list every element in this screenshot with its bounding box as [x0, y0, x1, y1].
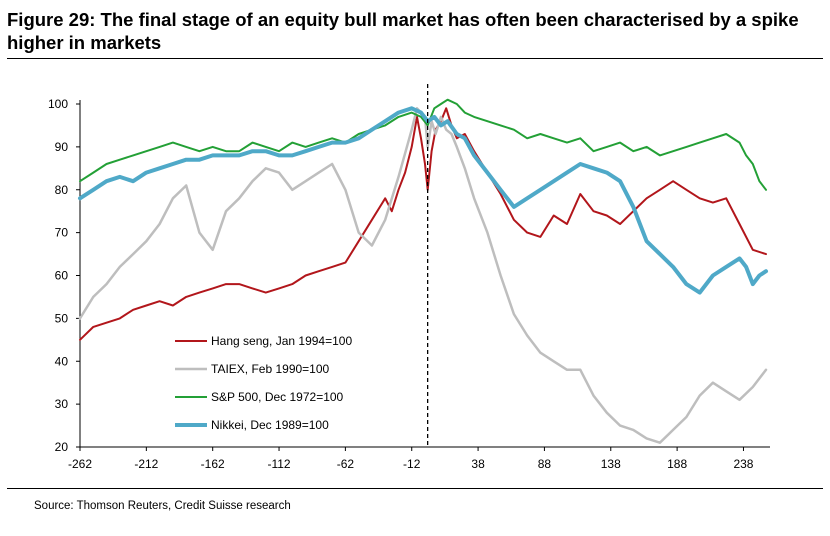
x-tick-label: -62: [337, 457, 355, 471]
title-divider: [7, 58, 823, 59]
series-line-3: [78, 106, 768, 295]
series-layer: [78, 98, 768, 444]
x-tick-label: 238: [733, 457, 753, 471]
legend: Hang seng, Jan 1994=100 TAIEX, Feb 1990=1…: [175, 334, 352, 432]
figure-title: Figure 29: The final stage of an equity …: [7, 9, 799, 53]
x-axis: -262 -212 -162 -112 -62 -12 38 88 138 188 238: [68, 446, 770, 471]
legend-label-3: Nikkei, Dec 1989=100: [211, 418, 329, 432]
y-tick-label: 90: [55, 140, 69, 154]
x-tick-label: 88: [538, 457, 552, 471]
series-line-1: [78, 107, 768, 444]
y-tick-label: 60: [55, 269, 69, 283]
y-tick-label: 30: [55, 397, 69, 411]
series-line-0: [79, 107, 767, 341]
legend-label-0: Hang seng, Jan 1994=100: [211, 334, 352, 348]
legend-label-2: S&P 500, Dec 1972=100: [211, 390, 344, 404]
y-tick-label: 100: [48, 97, 68, 111]
x-tick-label: 138: [601, 457, 621, 471]
source-note: Source: Thomson Reuters, Credit Suisse r…: [34, 500, 291, 512]
y-tick-label: 50: [55, 311, 69, 325]
y-tick-label: 20: [55, 440, 69, 454]
x-tick-label: -212: [134, 457, 158, 471]
y-tick-label: 40: [55, 354, 69, 368]
y-tick-label: 80: [55, 183, 69, 197]
x-tick-label: -12: [403, 457, 421, 471]
footer-divider: [7, 488, 823, 489]
legend-label-1: TAIEX, Feb 1990=100: [211, 362, 330, 376]
y-tick-label: 70: [55, 226, 69, 240]
x-tick-label: -162: [201, 457, 225, 471]
y-axis: 20 30 40 50 60 70 80 90 100: [48, 97, 81, 454]
x-tick-label: -262: [68, 457, 92, 471]
series-line-2: [79, 98, 767, 191]
x-tick-label: -112: [267, 457, 290, 471]
x-tick-label: 38: [471, 457, 485, 471]
x-tick-label: 188: [667, 457, 687, 471]
